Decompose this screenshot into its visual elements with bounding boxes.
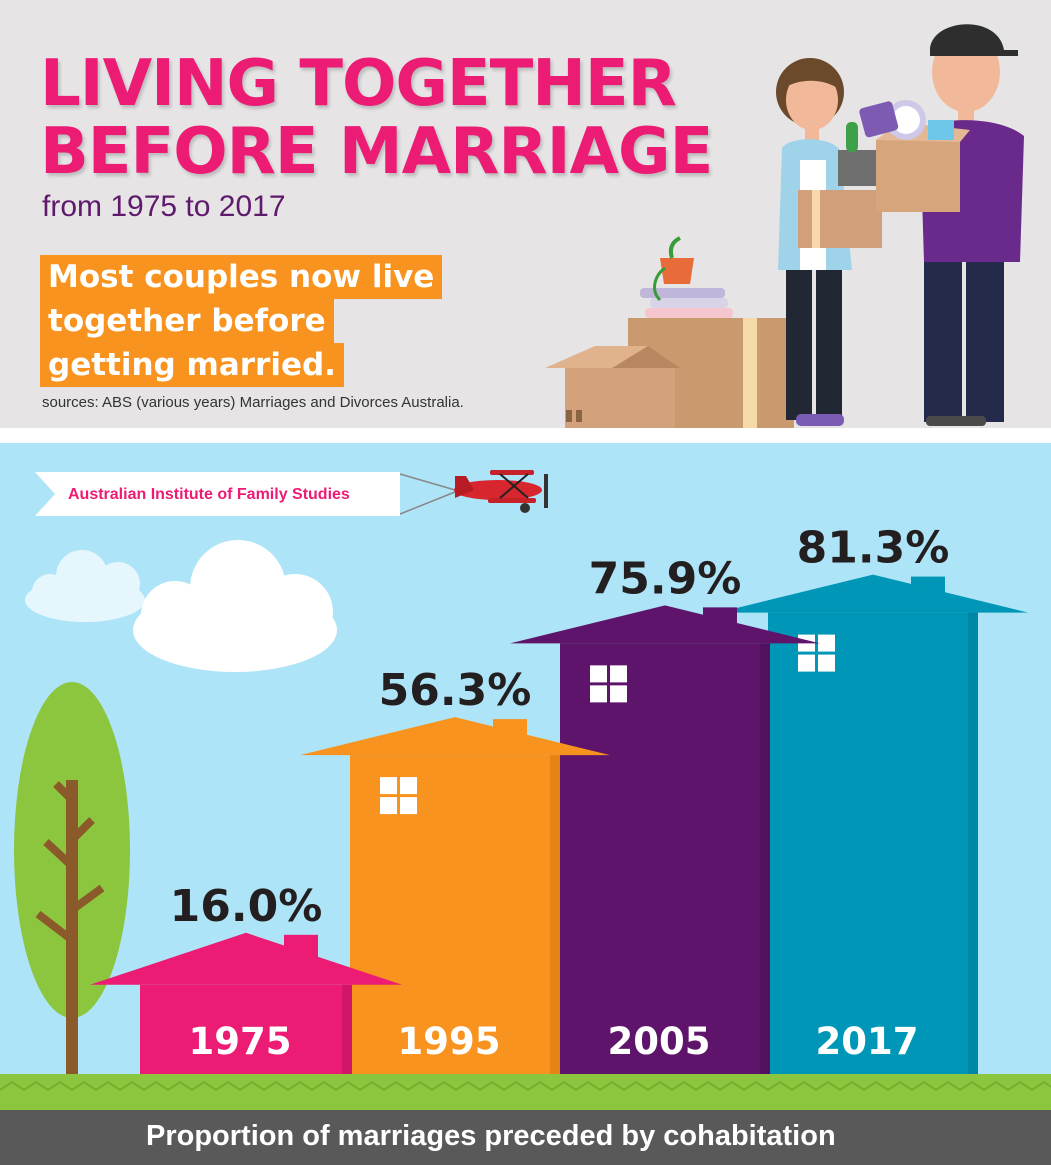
value-label: 75.9% (589, 553, 742, 604)
cloud-icon (25, 550, 145, 622)
bar-shadow (550, 755, 560, 1076)
highlight-line-3: getting married. (40, 343, 344, 387)
house-bar-2005: 75.9% 2005 (510, 553, 820, 1076)
biplane-icon (35, 470, 548, 516)
tree-icon (14, 682, 130, 1080)
caption-bar (0, 1110, 1051, 1165)
bar-body (560, 643, 770, 1076)
highlight-line-2: together before (40, 299, 334, 343)
house-window-icon (590, 665, 627, 703)
title-line2: BEFORE MARRIAGE (40, 115, 713, 189)
couple-illustration (776, 24, 1024, 426)
house-bar-1995: 56.3% 1995 (300, 665, 610, 1076)
value-label: 81.3% (797, 523, 950, 574)
roof (718, 574, 1028, 613)
title-line1: LIVING TOGETHER (40, 47, 677, 121)
roof (510, 605, 820, 644)
bar-shadow (760, 643, 770, 1076)
house-bar-1975: 16.0% 1975 (90, 881, 402, 1076)
highlight-line-1: Most couples now live (40, 255, 443, 299)
roof (300, 717, 610, 756)
value-label: 16.0% (170, 881, 323, 932)
header-panel: LIVING TOGETHER BEFORE MARRIAGE from 197… (0, 0, 1051, 428)
value-label: 56.3% (379, 665, 532, 716)
bar-body (768, 612, 978, 1076)
bar-body (140, 984, 352, 1076)
cloud-icon (133, 540, 337, 672)
category-label: 2005 (608, 1020, 711, 1063)
house-window-icon (798, 634, 835, 672)
house-bar-2017: 81.3% 2017 (718, 523, 1028, 1076)
moving-boxes-icon (545, 24, 1024, 428)
section-divider (0, 428, 1051, 443)
grass (0, 1074, 1051, 1110)
bar-shadow (342, 984, 352, 1076)
sources-note: sources: ABS (various years) Marriages a… (42, 394, 464, 411)
chart-caption: Proportion of marriages preceded by coha… (146, 1120, 836, 1152)
house-window-icon (380, 777, 417, 815)
banner-text: Australian Institute of Family Studies (68, 486, 350, 503)
category-label: 2017 (816, 1020, 919, 1063)
category-label: 1975 (189, 1020, 292, 1063)
roof (90, 932, 402, 985)
subtitle: from 1975 to 2017 (42, 190, 286, 223)
bar-shadow (968, 612, 978, 1076)
grass-pattern (0, 1080, 1051, 1092)
category-label: 1995 (398, 1020, 501, 1063)
